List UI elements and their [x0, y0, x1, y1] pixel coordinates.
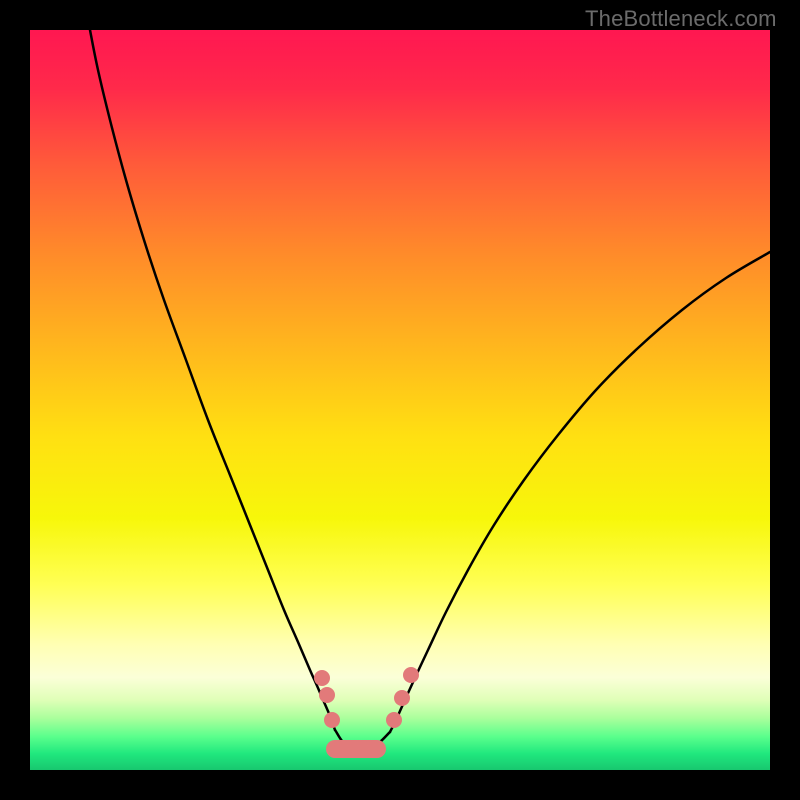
chart-background	[30, 30, 770, 770]
left-marker-0	[314, 670, 330, 686]
trough-capsule-marker	[326, 740, 386, 758]
left-marker-2	[324, 712, 340, 728]
watermark-text: TheBottleneck.com	[585, 6, 777, 32]
chart-svg	[0, 0, 800, 800]
left-marker-1	[319, 687, 335, 703]
right-marker-1	[394, 690, 410, 706]
chart-frame: TheBottleneck.com	[0, 0, 800, 800]
right-marker-2	[403, 667, 419, 683]
right-marker-0	[386, 712, 402, 728]
